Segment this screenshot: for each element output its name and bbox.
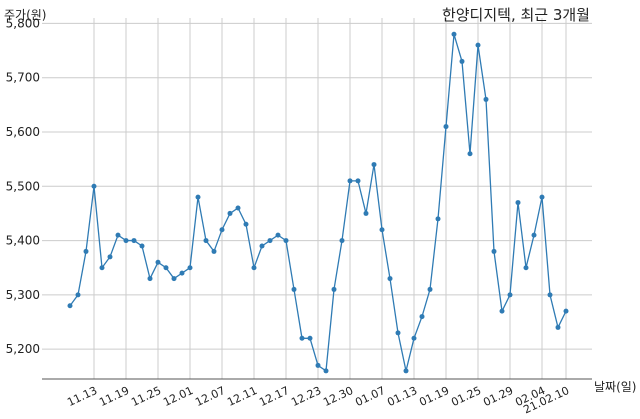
x-tick-label: 12.30	[321, 384, 355, 409]
x-tick-label: 12.17	[257, 384, 291, 409]
data-point	[507, 292, 513, 298]
data-point	[347, 178, 353, 184]
x-tick-label: 01.07	[353, 384, 387, 409]
data-point	[251, 265, 257, 271]
x-axis-label: 날짜(일)	[594, 380, 636, 394]
data-point	[483, 96, 489, 102]
data-point	[75, 292, 81, 298]
x-tick-label: 12.11	[225, 384, 259, 409]
data-point	[435, 216, 441, 222]
y-tick-label: 5,600	[6, 125, 40, 139]
y-tick-label: 5,200	[6, 342, 40, 356]
grid-lines	[42, 18, 592, 379]
y-tick-label: 5,300	[6, 288, 40, 302]
data-point	[187, 265, 193, 271]
data-point	[83, 248, 89, 254]
data-point	[315, 362, 321, 368]
data-point	[131, 238, 137, 244]
data-point	[291, 286, 297, 292]
data-point	[531, 232, 537, 238]
data-point	[195, 194, 201, 200]
data-point	[475, 42, 481, 48]
data-point	[283, 238, 289, 244]
y-tick-label: 5,500	[6, 179, 40, 193]
y-axis-label: 주가(원)	[4, 8, 46, 22]
data-point	[387, 276, 393, 282]
data-point	[563, 308, 569, 314]
data-point	[451, 31, 457, 37]
x-axis-ticks: 11.1311.1911.2512.0112.0712.1112.1712.23…	[65, 384, 571, 416]
data-point	[227, 210, 233, 216]
data-point	[267, 238, 273, 244]
data-point	[147, 276, 153, 282]
data-point	[307, 335, 313, 341]
data-point	[395, 330, 401, 336]
x-tick-label: 11.19	[97, 384, 131, 409]
data-point	[259, 243, 265, 249]
data-point	[323, 368, 329, 374]
y-tick-label: 5,400	[6, 234, 40, 248]
chart-title: 한양디지텍, 최근 3개월	[442, 6, 590, 24]
data-point	[211, 248, 217, 254]
x-tick-label: 11.13	[65, 384, 99, 409]
data-point	[355, 178, 361, 184]
data-point	[171, 276, 177, 282]
data-point	[547, 292, 553, 298]
data-point	[411, 335, 417, 341]
y-axis-ticks: 5,200 5,300 5,400 5,500 5,600 5,700 5,800	[6, 16, 40, 356]
data-point	[91, 183, 97, 189]
x-tick-label: 12.23	[289, 384, 323, 409]
data-point	[403, 368, 409, 374]
data-point	[379, 227, 385, 233]
data-point	[467, 151, 473, 157]
x-tick-label: 12.01	[161, 384, 195, 409]
data-point	[555, 324, 561, 330]
data-point	[339, 238, 345, 244]
data-point	[443, 124, 449, 130]
data-point	[363, 210, 369, 216]
x-tick-label: 11.25	[129, 384, 163, 409]
data-point	[371, 162, 377, 168]
y-tick-label: 5,700	[6, 71, 40, 85]
x-tick-label: 01.19	[417, 384, 451, 409]
data-point	[331, 286, 337, 292]
data-point	[219, 227, 225, 233]
data-point	[99, 265, 105, 271]
x-tick-label: 01.25	[449, 384, 483, 409]
data-point	[155, 259, 161, 265]
data-point	[123, 238, 129, 244]
data-point	[179, 270, 185, 276]
data-point	[427, 286, 433, 292]
data-point	[459, 58, 465, 64]
x-tick-label: 01.13	[385, 384, 419, 409]
data-point	[115, 232, 121, 238]
data-point	[67, 303, 73, 309]
data-point	[243, 221, 249, 227]
data-point	[515, 200, 521, 206]
data-point	[139, 243, 145, 249]
data-point	[419, 314, 425, 320]
data-point	[235, 205, 241, 211]
data-point	[275, 232, 281, 238]
data-point	[523, 265, 529, 271]
data-point	[499, 308, 505, 314]
x-tick-label: 21.02.10	[521, 384, 571, 416]
data-point	[299, 335, 305, 341]
data-point	[203, 238, 209, 244]
data-point	[107, 254, 113, 260]
x-tick-label: 01.29	[481, 384, 515, 409]
price-series-points	[67, 31, 569, 374]
y-tick-label: 5,800	[6, 16, 40, 30]
data-point	[539, 194, 545, 200]
x-tick-label: 12.07	[193, 384, 227, 409]
data-point	[163, 265, 169, 271]
data-point	[491, 248, 497, 254]
